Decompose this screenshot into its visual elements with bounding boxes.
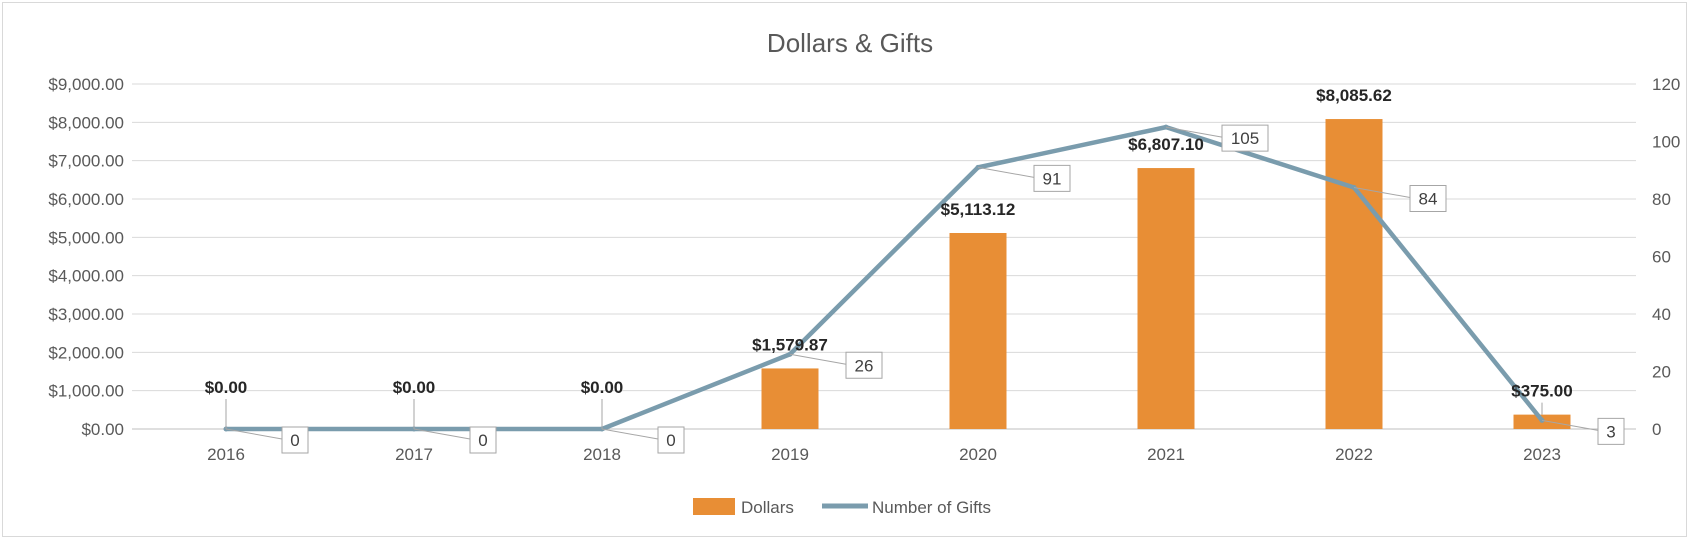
line-data-label: 3 [1606,422,1615,441]
x-tick-label: 2021 [1147,445,1185,464]
line-label-leader [1353,187,1411,198]
line-label-leader [413,428,471,440]
line-label-leader [1541,419,1599,431]
y-left-tick-label: $5,000.00 [48,228,124,247]
y-right-tick-label: 80 [1652,190,1671,209]
bar-data-label: $0.00 [393,378,436,397]
x-tick-label: 2020 [959,445,997,464]
line-label-leader [225,428,283,440]
line-label-box [845,351,883,379]
line-label-leader [601,428,659,440]
y-left-tick-label: $8,000.00 [48,113,124,132]
bar-data-label: $1,579.87 [752,335,828,354]
bar-dollars [1137,168,1195,430]
chart-title: Dollars & Gifts [767,28,933,58]
legend-dollars-swatch [693,498,735,515]
y-left-tick-label: $7,000.00 [48,152,124,171]
y-right-tick-label: 0 [1652,420,1661,439]
y-left-tick-label: $3,000.00 [48,305,124,324]
bar-data-label: $375.00 [1511,382,1572,401]
legend-dollars-label: Dollars [741,498,794,517]
line-label-box [1033,164,1071,192]
line-data-label: 26 [855,356,874,375]
y-left-tick-label: $0.00 [81,420,124,439]
bar-data-label: $0.00 [205,378,248,397]
legend-gifts-label: Number of Gifts [872,498,991,517]
x-tick-label: 2016 [207,445,245,464]
bar-dollars [949,232,1007,429]
line-label-leader [789,353,847,365]
dollars-data-labels: $0.00 $0.00 $0.00 $1,579.87 $5,113.12 $6,807.… [205,86,1573,429]
line-label-box [1409,185,1447,212]
line-label-box [281,426,309,454]
line-label-box [1221,124,1269,152]
y-right-tick-label: 100 [1652,133,1680,152]
right-axis: 0 20 40 60 80 100 120 [1652,75,1680,439]
dollars-bars [761,119,1571,430]
line-label-leader [1165,126,1223,138]
legend: Dollars Number of Gifts [693,498,991,517]
line-label-box [657,426,685,454]
x-tick-label: 2022 [1335,445,1373,464]
line-label-box [469,426,497,454]
line-label-box [1597,417,1625,445]
x-tick-label: 2018 [583,445,621,464]
line-data-label: 91 [1043,169,1062,188]
x-tick-label: 2023 [1523,445,1561,464]
line-data-label: 0 [290,431,299,450]
bar-data-label: $5,113.12 [941,200,1016,219]
y-right-tick-label: 40 [1652,305,1671,324]
x-tick-label: 2017 [395,445,433,464]
bar-data-label: $0.00 [581,378,624,397]
x-tick-label: 2019 [771,445,809,464]
line-label-leader [977,166,1035,178]
line-data-label: 84 [1419,190,1438,209]
y-right-tick-label: 120 [1652,75,1680,94]
gifts-line-path [223,124,1545,432]
y-right-tick-label: 20 [1652,363,1671,382]
bar-dollars [1325,119,1383,429]
line-data-label: 105 [1231,129,1259,148]
bar-data-label: $6,807.10 [1128,135,1204,154]
y-left-tick-label: $4,000.00 [48,267,124,286]
y-left-tick-label: $6,000.00 [48,190,124,209]
y-right-tick-label: 60 [1652,248,1671,267]
y-left-tick-label: $9,000.00 [48,75,124,94]
y-left-tick-label: $2,000.00 [48,343,124,362]
gifts-data-labels: 0 0 0 26 91 105 84 3 [225,124,1625,454]
bar-dollars [761,368,819,429]
x-axis: 2016 2017 2018 2019 2020 2021 2022 2023 [207,445,1561,464]
line-data-label: 0 [666,431,675,450]
left-axis: $0.00 $1,000.00 $2,000.00 $3,000.00 $4,000.0… [48,75,124,439]
y-left-tick-label: $1,000.00 [48,382,124,401]
bar-data-label: $8,085.62 [1316,86,1392,105]
line-data-label: 0 [478,431,487,450]
